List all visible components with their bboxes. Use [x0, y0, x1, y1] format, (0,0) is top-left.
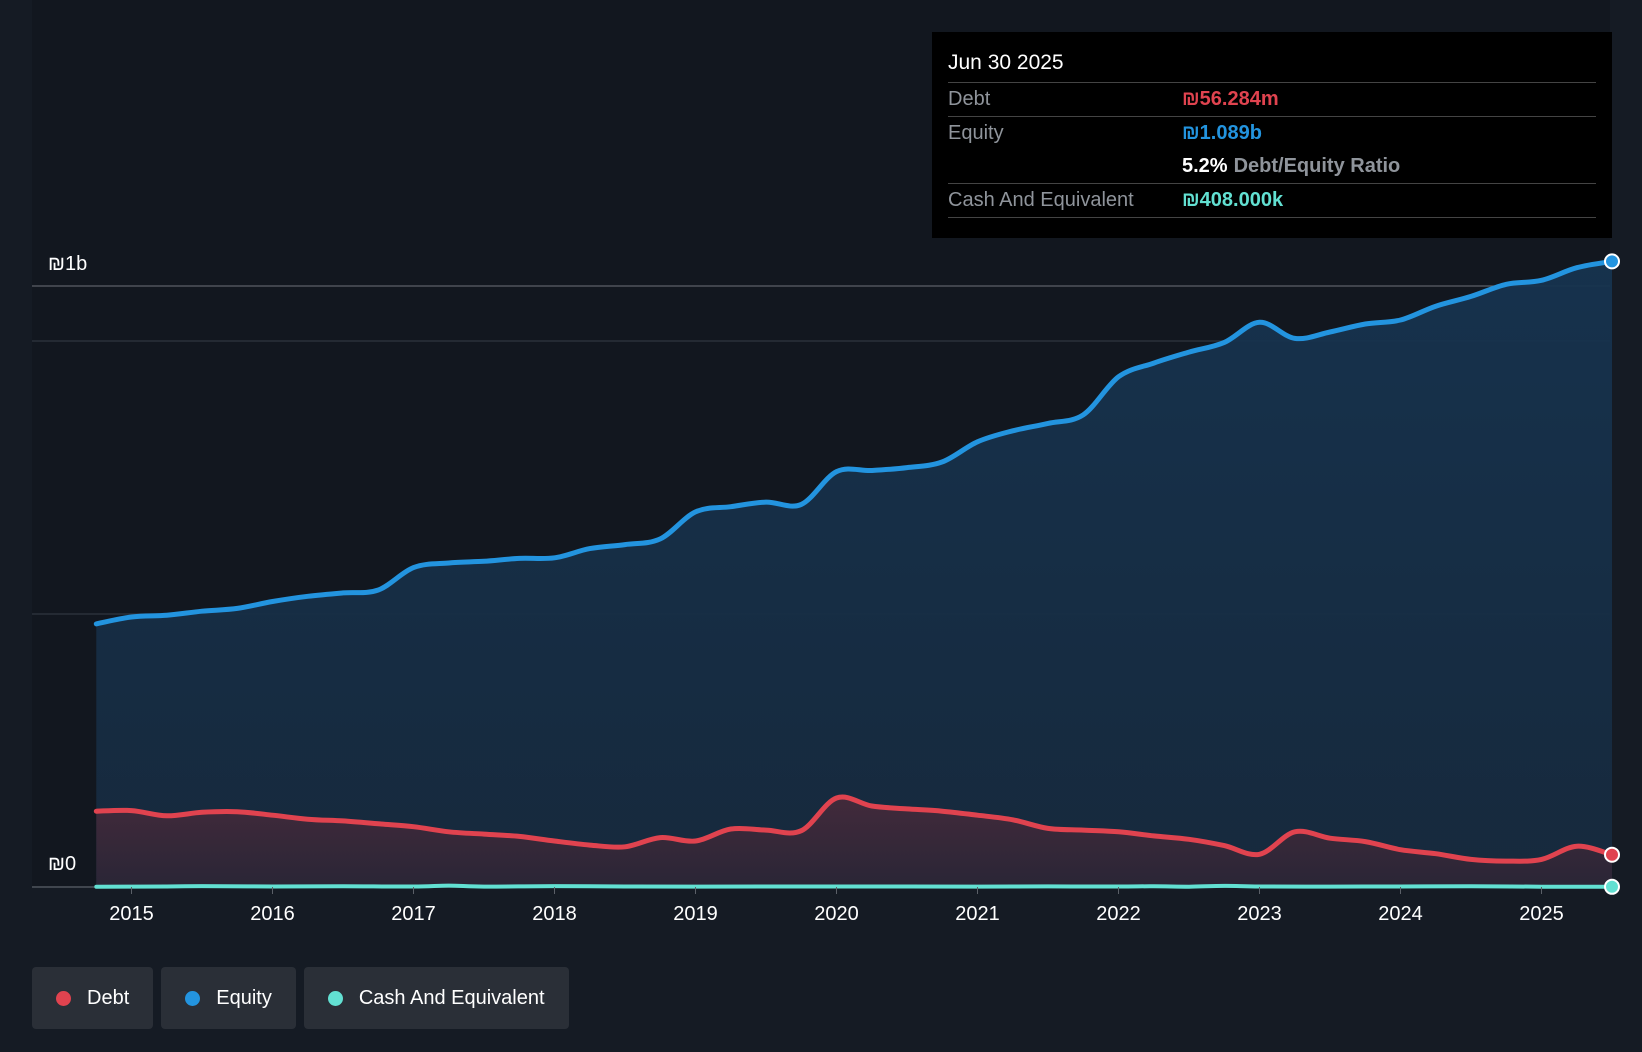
cash-and-equivalent-line: [94, 883, 1614, 889]
tooltip-debt-row: Debt ₪56.284m: [948, 83, 1596, 117]
legend-item-cash[interactable]: Cash And Equivalent: [303, 967, 569, 1029]
legend-dot-equity: [185, 990, 201, 1006]
x-tick-label-2025: 2025: [1519, 903, 1564, 925]
tooltip-debt-label: Debt: [948, 88, 991, 110]
debt-endpoint-marker: [1604, 846, 1620, 863]
y-axis-top-label: ₪1b: [48, 253, 87, 275]
tooltip-cash-row: Cash And Equivalent ₪408.000k: [948, 184, 1596, 218]
debt-line: [93, 794, 1615, 864]
legend-item-debt[interactable]: Debt: [32, 967, 154, 1029]
debt-area: [96, 797, 1612, 887]
legend-label-debt: Debt: [87, 986, 130, 1009]
x-tick-label-2015: 2015: [109, 903, 154, 925]
x-tick-label-2024: 2024: [1378, 903, 1423, 925]
tooltip-equity-row: Equity ₪1.089b: [948, 117, 1596, 150]
legend-label-cash: Cash And Equivalent: [358, 986, 545, 1009]
tooltip-equity-value: ₪1.089b: [1182, 122, 1262, 144]
tooltip-ratio-value: 5.2%: [1182, 155, 1228, 177]
legend-item-equity[interactable]: Equity: [161, 967, 296, 1029]
tooltip-equity-label: Equity: [948, 122, 1004, 144]
x-tick-label-2019: 2019: [673, 903, 718, 925]
equity-endpoint-marker: [1604, 253, 1620, 270]
equity-area: [96, 261, 1612, 887]
x-tick-label-2021: 2021: [955, 903, 1000, 925]
x-tick-label-2020: 2020: [814, 903, 859, 925]
equity-line: [93, 258, 1615, 627]
tooltip-cash-value: ₪408.000k: [1182, 189, 1284, 211]
legend-dot-debt: [56, 990, 71, 1006]
tooltip-panel: Jun 30 2025 Debt ₪56.284m Equity ₪1.089b…: [932, 32, 1612, 238]
tooltip-debt-value: ₪56.284m: [1182, 88, 1279, 110]
tooltip-date: Jun 30 2025: [948, 46, 1596, 83]
tooltip-ratio-label: Debt/Equity Ratio: [1233, 155, 1401, 177]
x-tick-label-2023: 2023: [1237, 903, 1282, 925]
legend-dot-cash: [327, 990, 343, 1006]
tooltip-cash-label: Cash And Equivalent: [948, 189, 1134, 211]
x-tick-label-2016: 2016: [250, 903, 295, 925]
x-tick-label-2022: 2022: [1096, 903, 1141, 925]
y-axis-bottom-label: ₪0: [48, 853, 76, 875]
tooltip-ratio-row: 5.2% Debt/Equity Ratio: [948, 150, 1596, 184]
x-tick-label-2018: 2018: [532, 903, 577, 925]
legend: Debt Equity Cash And Equivalent: [32, 967, 569, 1029]
x-tick-label-2017: 2017: [391, 903, 436, 925]
legend-label-equity: Equity: [216, 986, 272, 1009]
cash-and-equivalent-endpoint-marker: [1604, 878, 1620, 895]
